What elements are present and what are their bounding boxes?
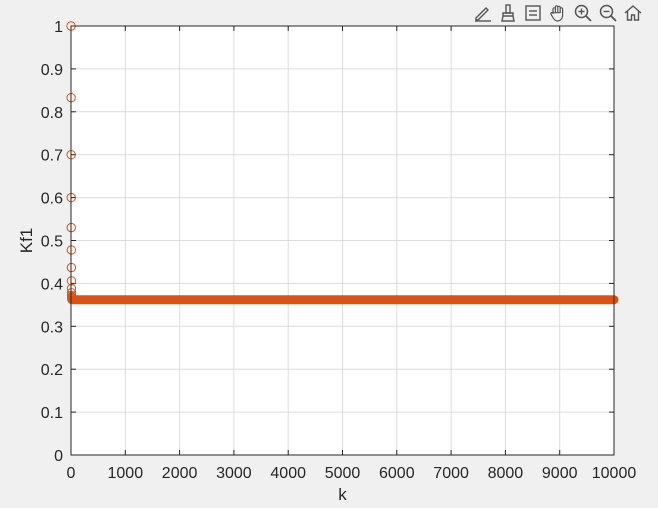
zoom-out-icon (599, 4, 617, 22)
y-tick-label: 0.5 (41, 234, 63, 251)
y-tick-label: 1 (54, 19, 63, 36)
axes-toolbar (471, 0, 644, 26)
pan-button[interactable] (546, 2, 569, 25)
x-axis-label: k (338, 485, 347, 504)
data-point (67, 294, 77, 304)
y-tick-label: 0.9 (41, 62, 63, 79)
zoom-in-icon (574, 4, 592, 22)
x-tick-label: 8000 (488, 465, 524, 482)
y-axis-label: Kf1 (17, 228, 36, 254)
data-tips-button[interactable] (521, 2, 544, 25)
y-tick-label: 0.6 (41, 191, 63, 208)
edit-plot-icon (474, 7, 491, 22)
y-tick-label: 0.4 (41, 276, 63, 293)
x-tick-label: 1000 (108, 465, 144, 482)
x-tick-label: 3000 (216, 465, 252, 482)
data-tips-icon (524, 5, 541, 21)
x-tick-label: 2000 (162, 465, 198, 482)
y-tick-label: 0.1 (41, 405, 63, 422)
edit-plot-button[interactable] (471, 2, 494, 25)
pan-icon (549, 5, 563, 22)
y-tick-label: 0.7 (41, 148, 63, 165)
x-tick-label: 4000 (270, 465, 306, 482)
y-tick-label: 0.8 (41, 105, 63, 122)
x-tick-label: 10000 (592, 465, 637, 482)
x-tick-label: 9000 (542, 465, 578, 482)
restore-view-icon (624, 5, 641, 21)
brush-icon (500, 4, 515, 22)
y-tick-label: 0.3 (41, 319, 63, 336)
tick-labels: 0 1000 2000 3000 4000 5000 6000 7000 8000 9000 100… (41, 19, 637, 482)
data-point (66, 288, 77, 298)
y-tick-label: 0.2 (41, 362, 63, 379)
zoom-out-button[interactable] (596, 2, 619, 25)
x-tick-label: 5000 (325, 465, 361, 482)
x-tick-label: 7000 (433, 465, 469, 482)
brush-button[interactable] (496, 2, 519, 25)
restore-view-button[interactable] (621, 2, 644, 25)
axes-box (70, 25, 615, 456)
zoom-in-button[interactable] (571, 2, 594, 25)
x-tick-label: 0 (67, 465, 76, 482)
x-tick-label: 6000 (379, 465, 415, 482)
y-tick-label: 0 (54, 448, 63, 465)
